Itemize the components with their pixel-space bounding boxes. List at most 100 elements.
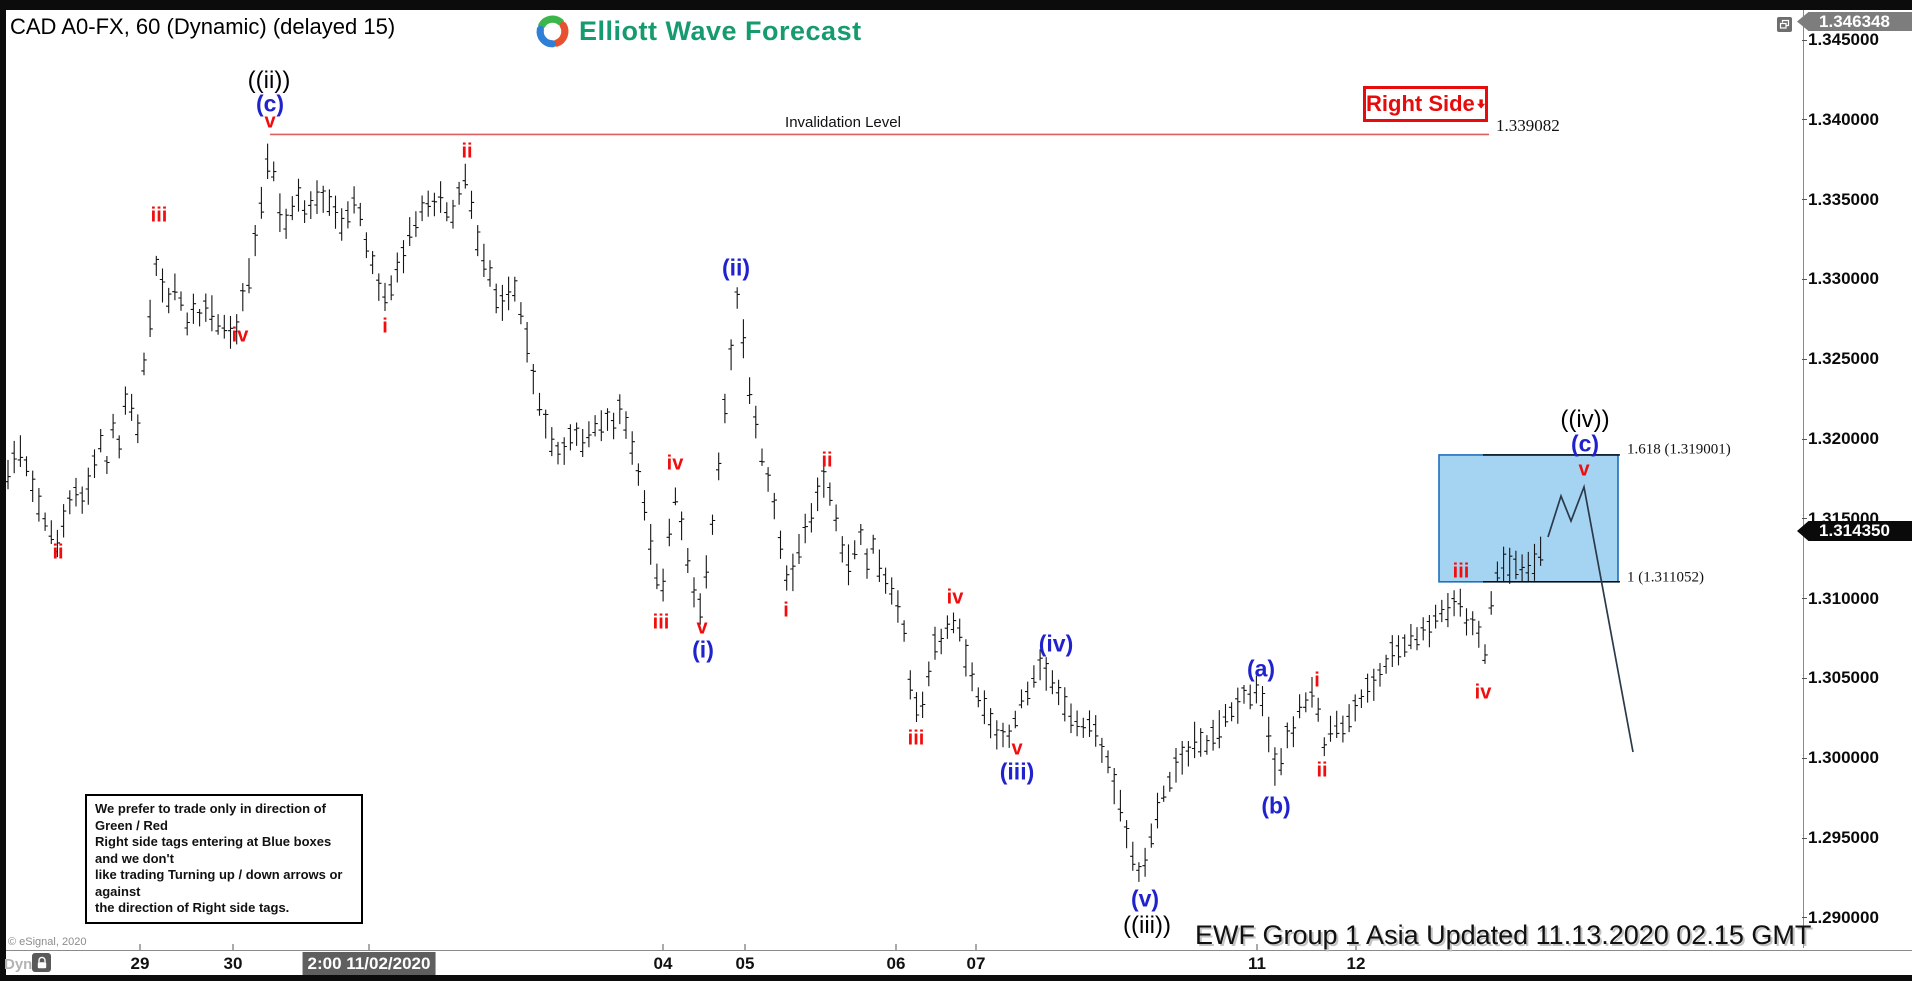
time-axis-tick: [1256, 944, 1258, 950]
elliott-wave-label: iii: [150, 204, 168, 227]
price-axis-tick: [1802, 278, 1807, 280]
price-axis-label: 1.325000: [1808, 349, 1879, 369]
elliott-wave-label: ii: [1316, 759, 1328, 782]
down-arrow-icon: [1476, 99, 1485, 109]
price-axis-tick: [1802, 837, 1807, 839]
price-axis-label: 1.320000: [1808, 429, 1879, 448]
brand-name: Elliott Wave Forecast: [579, 16, 862, 46]
time-axis-tick: [1355, 944, 1357, 950]
time-axis-label: 05: [735, 954, 755, 973]
fib-extension-label: 1.618 (1.319001): [1627, 441, 1731, 458]
disclaimer-note-box: We prefer to trade only in direction of …: [85, 794, 363, 924]
time-axis-line: [6, 950, 1912, 951]
time-axis-tick: [744, 944, 746, 950]
time-axis-label: 06: [886, 954, 906, 973]
elliott-wave-label: ((iv)): [1560, 406, 1610, 433]
price-axis-label: 1.305000: [1808, 668, 1879, 688]
window-restore-icon[interactable]: [1777, 17, 1792, 32]
elliott-wave-label: (iii): [999, 758, 1035, 785]
price-axis-label: 1.340000: [1808, 109, 1879, 129]
elliott-wave-label: ii: [821, 449, 833, 472]
invalidation-level-label: Invalidation Level: [785, 114, 901, 132]
elliott-wave-label: iv: [1474, 681, 1492, 704]
elliott-wave-label: iii: [1452, 560, 1470, 583]
esignal-copyright: © eSignal, 2020: [8, 936, 87, 948]
time-axis-label: 29: [130, 954, 150, 973]
fib-level-lines: [1483, 454, 1620, 583]
dynamic-mode-button[interactable]: Dyn: [4, 956, 33, 973]
price-axis-line: [1803, 10, 1804, 948]
price-axis-label: 1.330000: [1808, 269, 1879, 289]
elliott-wave-label: (c): [1570, 430, 1600, 457]
last-price-badge: 1.314350: [1797, 521, 1912, 541]
note-line: like trading Turning up / down arrows or…: [95, 867, 343, 899]
time-axis-tick: [139, 944, 141, 950]
elliott-wave-label: iii: [652, 611, 670, 634]
price-axis-label: 1.310000: [1808, 588, 1879, 608]
price-axis-label: 1.295000: [1808, 828, 1879, 847]
elliott-wave-forecast-swirl-icon: [536, 15, 569, 48]
price-axis-tick: [1802, 518, 1807, 520]
price-axis-tick: [1802, 438, 1807, 440]
elliott-wave-label: v: [696, 616, 708, 639]
window-border-left: [0, 0, 6, 981]
elliott-wave-label: v: [264, 110, 276, 133]
right-side-tag: Right Side: [1363, 86, 1488, 122]
elliott-wave-label: iv: [666, 452, 684, 475]
elliott-wave-label: iv: [946, 586, 964, 609]
note-line: the direction of Right side tags.: [95, 900, 290, 915]
time-axis-tick: [662, 944, 664, 950]
window-border-bottom: [0, 975, 1912, 981]
elliott-wave-label: ii: [52, 541, 64, 564]
price-axis-tick: [1802, 917, 1807, 919]
time-axis-label: 12: [1346, 954, 1366, 973]
time-axis-label: 07: [966, 954, 986, 973]
price-axis-tick: [1802, 39, 1807, 41]
elliott-wave-label: (c): [255, 90, 285, 117]
price-axis-label: 1.335000: [1808, 189, 1879, 209]
chart-title: CAD A0-FX, 60 (Dynamic) (delayed 15): [10, 14, 396, 39]
price-axis-tick: [1802, 677, 1807, 679]
price-axis-tick: [1802, 119, 1807, 121]
note-line: We prefer to trade only in direction of …: [95, 801, 326, 833]
top-price-marker: 1.346348: [1797, 12, 1912, 31]
time-axis-tick: [368, 944, 370, 950]
elliott-wave-label: (v): [1130, 885, 1160, 912]
elliott-wave-label: (b): [1261, 792, 1291, 819]
time-axis-label: 04: [653, 954, 673, 973]
elliott-wave-label: (iv): [1038, 630, 1074, 657]
right-side-label: Right Side: [1366, 91, 1475, 116]
fib-entry-label: 1 (1.311052): [1627, 569, 1704, 586]
price-axis-label: 1.290000: [1808, 907, 1879, 927]
elliott-wave-label: ((ii)): [247, 67, 291, 94]
forecast-projection-path: [1547, 483, 1634, 753]
price-axis-tick: [1802, 757, 1807, 759]
time-axis-label: 30: [223, 954, 243, 973]
update-stamp: EWF Group 1 Asia Updated 11.13.2020 02.1…: [1195, 920, 1812, 950]
elliott-wave-label: i: [783, 599, 789, 622]
elliott-wave-label: iii: [907, 727, 925, 750]
invalidation-level-value: 1.339082: [1496, 116, 1560, 136]
price-axis-label: 1.300000: [1808, 748, 1879, 768]
time-axis-label-session-start: 2:00 11/02/2020: [302, 952, 436, 975]
note-line: Right side tags entering at Blue boxes a…: [95, 834, 332, 866]
elliott-wave-label: (i): [692, 636, 714, 663]
elliott-wave-label: v: [1011, 737, 1023, 760]
padlock-icon[interactable]: [32, 953, 51, 972]
time-axis-tick: [895, 944, 897, 950]
price-axis-label: 1.345000: [1808, 30, 1879, 49]
price-axis-tick: [1802, 358, 1807, 360]
elliott-wave-label: i: [382, 315, 388, 338]
ohlc-price-bars: [5, 143, 1544, 882]
elliott-wave-label: iv: [231, 324, 249, 347]
time-axis-tick: [232, 944, 234, 950]
time-axis-tick: [975, 944, 977, 950]
elliott-wave-label: i: [1314, 669, 1320, 692]
time-axis-label: 11: [1248, 954, 1266, 973]
window-border-top: [0, 0, 1912, 10]
price-axis-tick: [1802, 199, 1807, 201]
elliott-wave-label: (a): [1246, 655, 1276, 682]
elliott-wave-label: v: [1578, 458, 1590, 481]
